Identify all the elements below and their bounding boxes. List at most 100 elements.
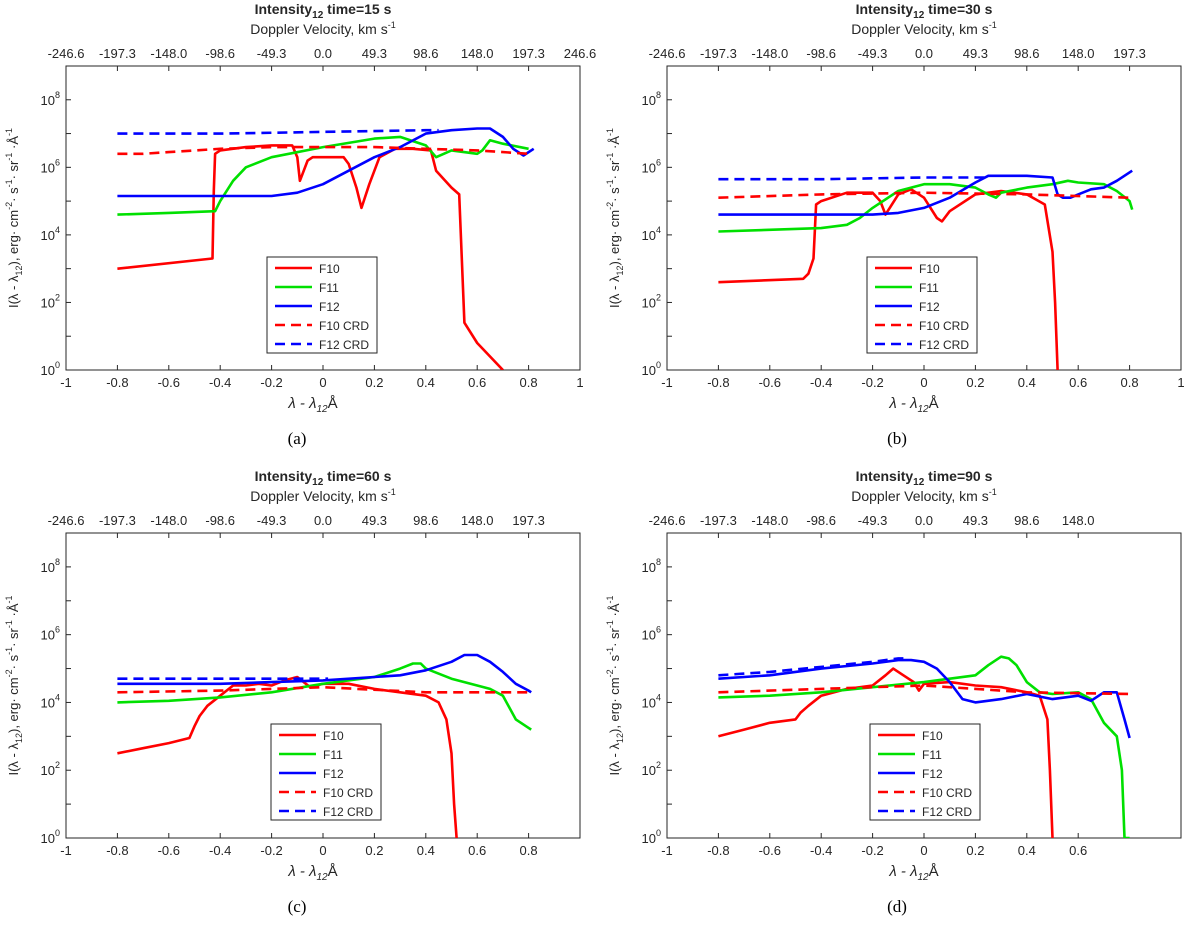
- legend-label: F12: [323, 767, 344, 781]
- top-tick-label: -49.3: [858, 46, 888, 61]
- legend-label: F12: [922, 767, 943, 781]
- series-f12-crd: [718, 176, 989, 181]
- x-tick-label: 0.2: [966, 843, 984, 858]
- series-f10-crd: [718, 191, 1130, 199]
- legend-label: F11: [319, 281, 339, 295]
- y-tick-label: 102: [41, 760, 60, 778]
- x-tick-label: -1: [60, 375, 72, 390]
- legend-label: F12: [319, 300, 340, 314]
- x-tick-label: 0.2: [966, 375, 984, 390]
- top-tick-label: -49.3: [257, 513, 287, 528]
- legend-label: F10 CRD: [919, 319, 969, 333]
- x-tick-label: 0.6: [468, 375, 486, 390]
- legend-label: F10: [922, 729, 943, 743]
- top-tick-label: 0.0: [915, 46, 933, 61]
- series-f12: [117, 653, 532, 694]
- x-tick-label: -0.4: [810, 843, 832, 858]
- top-tick-label: -98.6: [205, 46, 235, 61]
- top-tick-label: -246.6: [649, 46, 686, 61]
- x-tick-label: 0.2: [365, 375, 383, 390]
- top-tick-label: 197.3: [512, 46, 545, 61]
- chart-title: Intensity12 time=30 s: [856, 1, 993, 21]
- y-axis-label: I(λ - λ12), erg· cm-2· s-1· sr-1 ·Å-1: [4, 128, 24, 308]
- x-tick-label: 0: [319, 375, 326, 390]
- top-tick-label: 98.6: [1014, 513, 1039, 528]
- chart-panel-2: -1 -0.8 -0.6 -0.4 -0.2 0 0.2 0.4 0.6 0.8 1 -246.6 -1…: [605, 1, 1185, 448]
- top-tick-label: 197.3: [1113, 46, 1146, 61]
- top-axis-label: Doppler Velocity, km s-1: [250, 20, 395, 37]
- y-tick-label: 100: [642, 360, 661, 378]
- y-tick-label: 100: [642, 828, 661, 846]
- top-axis-label: Doppler Velocity, km s-1: [851, 20, 996, 37]
- legend-label: F12 CRD: [922, 805, 972, 819]
- x-tick-label: -0.6: [759, 375, 781, 390]
- legend-label: F12 CRD: [319, 338, 369, 352]
- y-tick-label: 102: [642, 760, 661, 778]
- series-f11: [718, 179, 1134, 233]
- top-tick-label: 148.0: [1062, 46, 1095, 61]
- top-tick-label: 98.6: [413, 46, 438, 61]
- y-tick-label: 100: [41, 360, 60, 378]
- top-tick-label: -98.6: [205, 513, 235, 528]
- top-tick-label: 49.3: [963, 513, 988, 528]
- x-tick-label: -0.8: [106, 843, 128, 858]
- legend: F10 F11 F12 F10 CRD F12 CRD: [266, 256, 378, 354]
- x-tick-label: -1: [60, 843, 72, 858]
- chart-title: Intensity12 time=15 s: [255, 1, 392, 21]
- top-tick-label: 49.3: [963, 46, 988, 61]
- x-tick-label: -0.6: [158, 843, 180, 858]
- series-f11: [117, 135, 529, 216]
- legend-label: F10 CRD: [922, 786, 972, 800]
- x-tick-label: 0: [920, 843, 927, 858]
- x-tick-label: 0.6: [468, 843, 486, 858]
- series-f10: [718, 188, 1059, 370]
- x-tick-label: 0: [920, 375, 927, 390]
- x-tick-label: -1: [661, 843, 673, 858]
- x-axis-label: λ - λ12Å: [888, 863, 938, 883]
- x-tick-label: -0.4: [810, 375, 832, 390]
- x-tick-label: 0.4: [1018, 843, 1036, 858]
- x-tick-label: -0.6: [158, 375, 180, 390]
- x-tick-label: 0.4: [1018, 375, 1036, 390]
- chart-title: Intensity12 time=60 s: [255, 468, 392, 488]
- x-tick-label: -0.8: [707, 375, 729, 390]
- legend: F10 F11 F12 F10 CRD F12 CRD: [866, 256, 978, 354]
- chart-panel-3: -1 -0.8 -0.6 -0.4 -0.2 0 0.2 0.4 0.6 0.8 -246.6 -19…: [4, 468, 581, 916]
- legend-label: F11: [323, 748, 343, 762]
- x-axis-label: λ - λ12Å: [287, 395, 337, 415]
- legend-label: F11: [922, 748, 942, 762]
- top-tick-label: -197.3: [700, 513, 737, 528]
- x-tick-label: 0.8: [520, 843, 538, 858]
- y-tick-label: 106: [642, 625, 661, 643]
- series-f10-crd: [718, 684, 1130, 696]
- top-tick-label: -49.3: [858, 513, 888, 528]
- top-tick-label: 49.3: [362, 46, 387, 61]
- x-tick-label: 0.6: [1069, 843, 1087, 858]
- y-axis-label: I(λ - λ12), erg· cm-2· s-1· sr-1 ·Å-1: [4, 595, 24, 775]
- chart-panel-1: -1 -0.8 -0.6 -0.4 -0.2 0 0.2 0.4 0.6 0.8 1 -246.6 -1…: [4, 1, 596, 448]
- x-tick-label: -0.4: [209, 375, 231, 390]
- x-tick-label: 0.4: [417, 375, 435, 390]
- x-tick-label: -0.6: [759, 843, 781, 858]
- top-tick-label: -246.6: [48, 513, 85, 528]
- legend-label: F10 CRD: [319, 319, 369, 333]
- legend-label: F12: [919, 300, 940, 314]
- x-tick-label: -0.4: [209, 843, 231, 858]
- top-tick-label: -197.3: [99, 46, 136, 61]
- top-tick-label: 98.6: [1014, 46, 1039, 61]
- x-tick-label: -0.8: [106, 375, 128, 390]
- x-tick-label: -0.2: [861, 375, 883, 390]
- top-tick-label: -98.6: [806, 513, 836, 528]
- y-tick-label: 104: [642, 692, 661, 710]
- y-tick-label: 102: [642, 292, 661, 310]
- y-tick-label: 104: [41, 692, 60, 710]
- top-tick-label: 98.6: [413, 513, 438, 528]
- x-axis-label: λ - λ12Å: [287, 863, 337, 883]
- series-f10-crd: [117, 685, 529, 694]
- top-tick-label: -197.3: [99, 513, 136, 528]
- top-tick-label: -148.0: [751, 513, 788, 528]
- series-f11: [117, 662, 532, 731]
- y-tick-label: 106: [41, 625, 60, 643]
- top-tick-label: 197.3: [512, 513, 545, 528]
